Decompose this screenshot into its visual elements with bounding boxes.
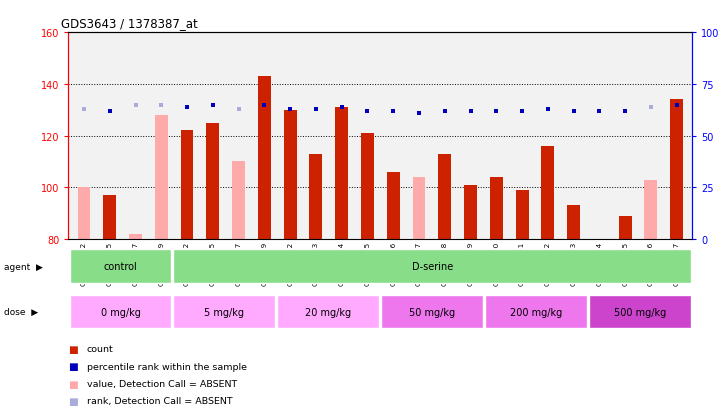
Text: ■: ■ <box>68 379 79 389</box>
Bar <box>619 216 632 240</box>
Bar <box>69 295 172 329</box>
Text: dose  ▶: dose ▶ <box>4 307 37 316</box>
Text: 20 mg/kg: 20 mg/kg <box>305 307 351 317</box>
Text: control: control <box>104 261 137 271</box>
Text: GDS3643 / 1378387_at: GDS3643 / 1378387_at <box>61 17 198 29</box>
Bar <box>69 249 172 283</box>
Text: D-serine: D-serine <box>412 261 453 271</box>
Bar <box>464 185 477 240</box>
Bar <box>309 154 322 240</box>
Bar <box>206 123 219 240</box>
Bar <box>180 131 193 240</box>
Bar <box>645 180 658 240</box>
Bar <box>258 77 271 240</box>
Text: percentile rank within the sample: percentile rank within the sample <box>87 362 247 371</box>
Text: count: count <box>87 344 113 354</box>
Text: 5 mg/kg: 5 mg/kg <box>205 307 244 317</box>
Text: 0 mg/kg: 0 mg/kg <box>100 307 141 317</box>
Text: ■: ■ <box>68 344 79 354</box>
Bar <box>361 134 374 240</box>
Bar <box>283 110 296 240</box>
Bar <box>386 173 399 240</box>
Bar <box>567 206 580 240</box>
Text: ■: ■ <box>68 396 79 406</box>
Bar <box>412 178 425 240</box>
Bar <box>541 147 554 240</box>
Text: ■: ■ <box>68 361 79 371</box>
Bar <box>174 249 691 283</box>
Bar <box>381 295 483 329</box>
Bar <box>516 190 528 240</box>
Text: value, Detection Call = ABSENT: value, Detection Call = ABSENT <box>87 379 236 388</box>
Bar <box>174 295 275 329</box>
Bar <box>438 154 451 240</box>
Bar <box>589 295 691 329</box>
Bar <box>671 100 683 240</box>
Bar <box>490 178 503 240</box>
Bar <box>335 108 348 240</box>
Bar <box>232 162 245 240</box>
Bar <box>485 295 587 329</box>
Bar <box>278 295 379 329</box>
Bar <box>78 188 90 240</box>
Text: agent  ▶: agent ▶ <box>4 262 43 271</box>
Text: 200 mg/kg: 200 mg/kg <box>510 307 562 317</box>
Bar <box>155 116 168 240</box>
Text: 500 mg/kg: 500 mg/kg <box>614 307 666 317</box>
Bar <box>103 196 116 240</box>
Bar <box>129 234 142 240</box>
Text: rank, Detection Call = ABSENT: rank, Detection Call = ABSENT <box>87 396 232 406</box>
Text: 50 mg/kg: 50 mg/kg <box>410 307 456 317</box>
